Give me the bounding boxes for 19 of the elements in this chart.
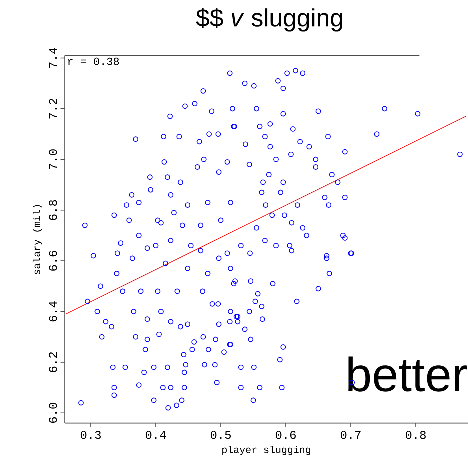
y-tick-label: 7.2 (49, 99, 58, 119)
y-tick-label: 6.8 (48, 200, 58, 220)
x-tick-label: 0.3 (80, 431, 101, 440)
x-tick-label: 0.4 (146, 431, 166, 440)
y-tick-label: 7.0 (48, 150, 58, 170)
x-tick-label: 0.8 (406, 431, 426, 440)
annotation: better (348, 356, 467, 392)
annotation: r = 0.38 (68, 58, 119, 66)
y-axis-title: salary (mil) (32, 205, 42, 275)
y-tick-label: 6.0 (48, 403, 58, 424)
y-tick-label: 6.2 (48, 352, 58, 372)
x-tick-label: 0.7 (340, 431, 361, 440)
y-tick-label: 7.4 (49, 48, 58, 68)
y-tick-label: 6.6 (48, 251, 58, 271)
x-axis-title: player slugging (222, 446, 310, 456)
y-tick-label: 6.4 (48, 302, 58, 322)
x-tick-label: 0.6 (276, 431, 296, 440)
chart-title: $$ v slugging (196, 8, 342, 32)
x-tick-label: 0.5 (210, 431, 231, 440)
